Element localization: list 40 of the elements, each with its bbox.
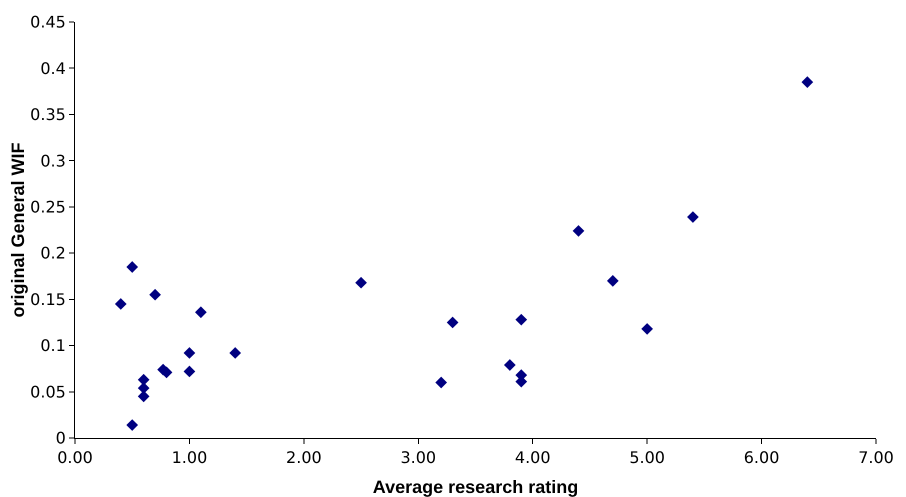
point — [195, 306, 207, 318]
x-tick-label: 5.00 — [629, 448, 665, 468]
y-tick-label: 0.45 — [30, 12, 66, 32]
point — [184, 366, 196, 378]
y-tick-label: 0.3 — [40, 151, 66, 170]
point — [801, 76, 814, 88]
point — [446, 316, 458, 328]
point — [126, 419, 138, 431]
x-tick-label: 0.00 — [57, 448, 93, 468]
point — [229, 347, 242, 359]
point — [355, 276, 367, 289]
point — [504, 359, 516, 371]
y-tick-label: 0.4 — [40, 58, 66, 78]
point — [687, 211, 699, 223]
point — [138, 390, 150, 402]
x-tick-label: 7.00 — [858, 448, 894, 468]
point — [641, 323, 653, 335]
x-axis-title: Average research rating — [372, 477, 578, 497]
point — [606, 274, 619, 287]
point — [126, 261, 138, 273]
y-axis-title: original General WIF — [8, 142, 28, 318]
point — [149, 288, 161, 301]
point — [515, 314, 528, 326]
y-tick-label: 0.35 — [30, 105, 66, 124]
point — [114, 298, 127, 310]
y-tick-label: 0.1 — [40, 336, 66, 356]
point — [138, 382, 150, 394]
y-tick-label: 0.25 — [30, 197, 66, 216]
x-tick-label: 4.00 — [514, 448, 551, 468]
point — [435, 376, 448, 388]
x-tick-label: 6.00 — [744, 448, 780, 468]
x-tick-label: 3.00 — [400, 448, 436, 468]
x-tick-label: 2.00 — [286, 448, 322, 468]
y-tick-label: 0.05 — [30, 382, 66, 402]
point — [184, 347, 196, 359]
y-tick-label: 0 — [56, 428, 66, 448]
y-tick-label: 0.2 — [40, 244, 66, 263]
y-tick-label: 0.15 — [30, 290, 66, 309]
point — [572, 225, 584, 237]
x-tick-label: 1.00 — [172, 448, 208, 468]
